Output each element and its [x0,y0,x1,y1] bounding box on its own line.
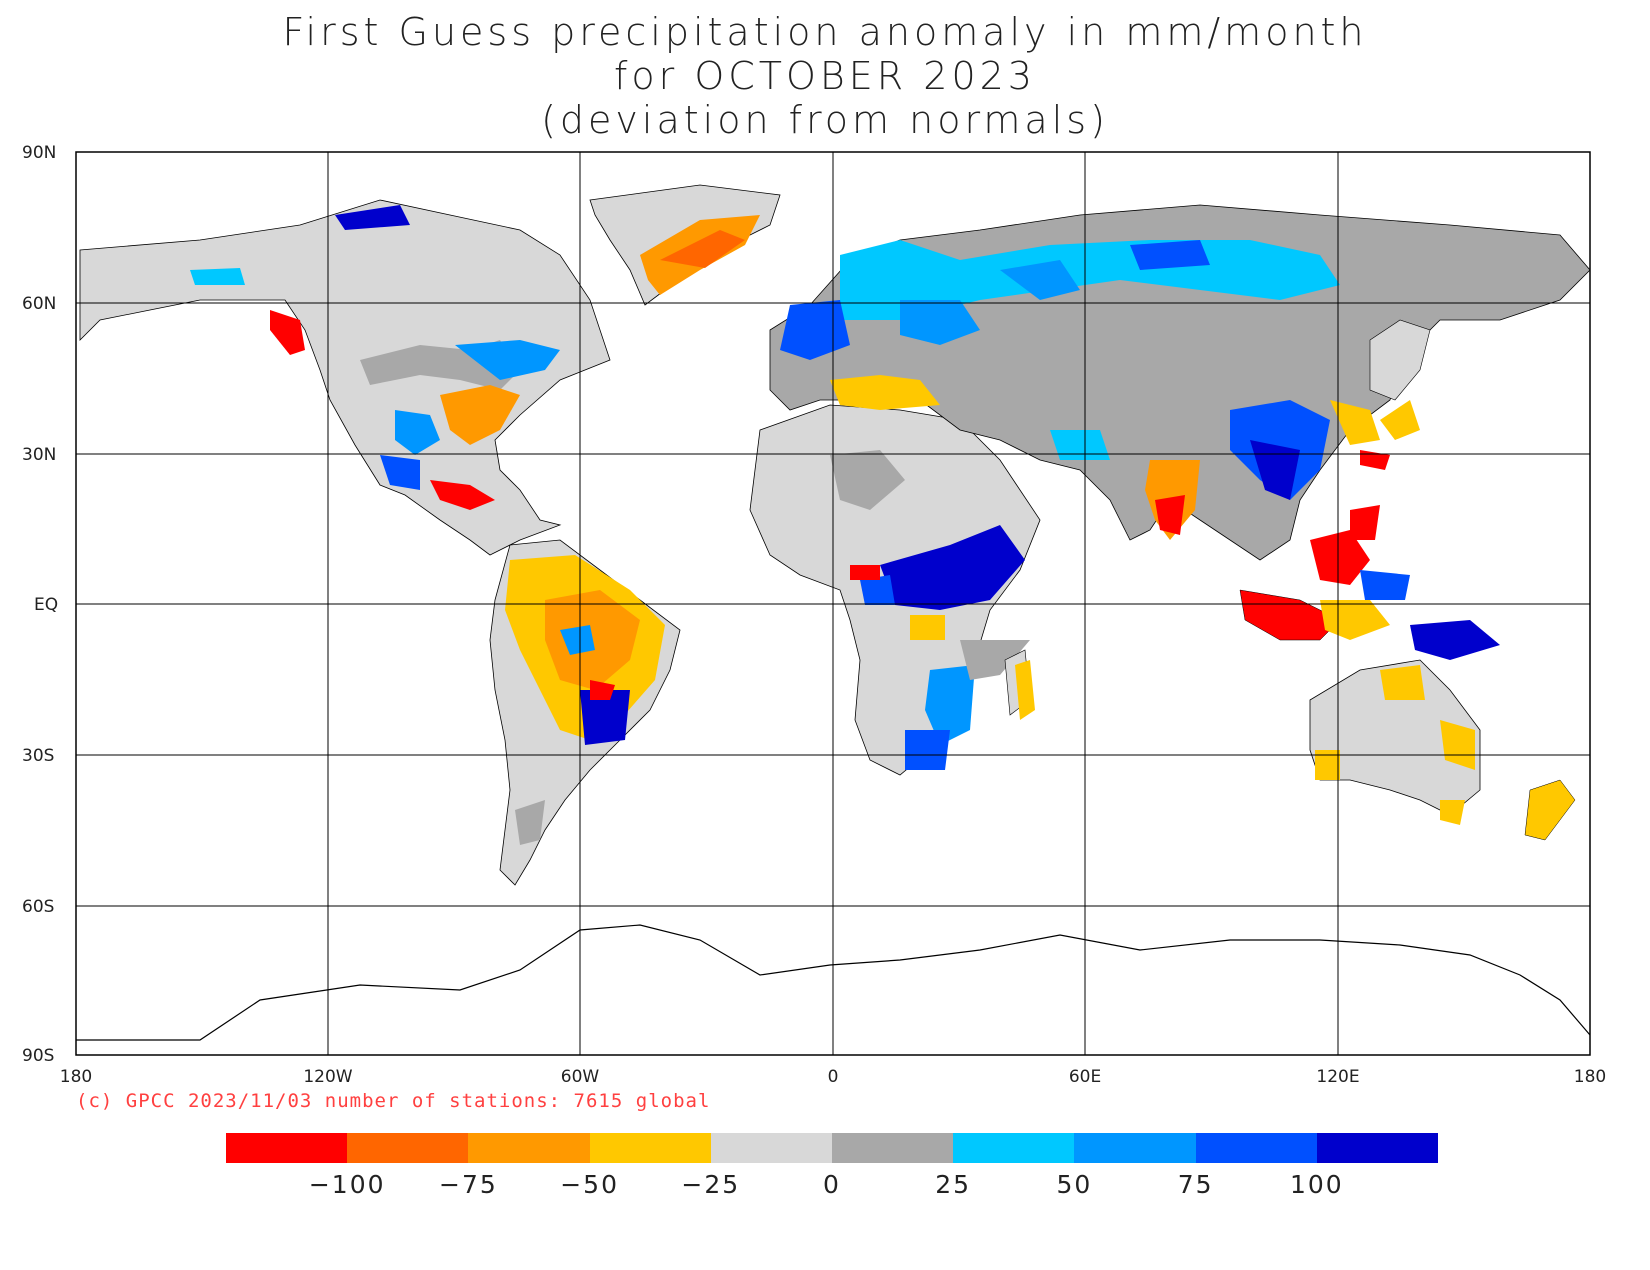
legend-swatch [226,1133,348,1163]
map-title-line-3: (deviation from normals) [541,98,1109,142]
map-title-line-2: for OCTOBER 2023 [614,54,1036,98]
legend-tick-label: −100 [308,1170,386,1199]
lon-label: 0 [828,1067,839,1087]
legend-swatch [953,1133,1075,1163]
legend-tick-label: −75 [439,1170,498,1199]
lat-label: 60S [22,897,54,917]
legend-swatch [468,1133,590,1163]
maritime-southeast-asia-region [1239,505,1500,660]
lon-label: 180 [60,1067,92,1087]
lat-label: 90N [22,143,56,163]
legend-tick-labels: −100 −75 −50 −25 0 25 50 75 100 [226,1170,1438,1210]
legend-tick-label: 50 [1056,1170,1093,1199]
new-zealand-region [1524,779,1576,841]
lon-label: 60W [561,1067,600,1087]
legend-swatch [347,1133,469,1163]
world-map: 90N 60N 30N EQ 30S 60S 90S 180 120W 60W … [22,143,1606,1087]
map-title-line-1: First Guess precipitation anomaly in mm/… [282,10,1368,54]
antarctica-outline [76,924,1591,1041]
credit-text: (c) GPCC 2023/11/03 number of stations: … [76,1090,711,1112]
lon-label: 60E [1069,1067,1101,1087]
lon-label: 120W [303,1067,352,1087]
longitude-labels: 180 120W 60W 0 60E 120E 180 [60,1067,1606,1087]
legend-swatch [1316,1133,1439,1163]
australia-region [1309,659,1481,825]
legend-swatch [710,1133,833,1163]
lat-label: 30S [22,746,54,766]
lat-label: EQ [34,595,58,615]
legend-tick-label: 100 [1289,1170,1344,1199]
color-legend [226,1133,1439,1165]
madagascar-region [1015,660,1035,720]
legend-tick-label: 75 [1177,1170,1214,1199]
latitude-labels: 90N 60N 30N EQ 30S 60S 90S [22,143,58,1066]
south-america-region [489,539,681,886]
lat-label: 30N [22,445,56,465]
lat-label: 90S [22,1046,54,1066]
grid-lines [76,152,1590,1055]
legend-tick-label: −25 [681,1170,741,1199]
legend-tick-label: 0 [823,1170,841,1199]
north-america-region [79,199,611,556]
legend-swatch [589,1133,711,1163]
legend-swatch [832,1133,954,1163]
lon-label: 180 [1574,1067,1606,1087]
lat-label: 60N [22,294,56,314]
africa-region [749,404,1041,776]
legend-swatch [1195,1133,1317,1163]
legend-tick-label: 25 [935,1170,972,1199]
greenland-region [589,184,781,306]
lon-label: 120E [1316,1067,1359,1087]
legend-swatch [1074,1133,1196,1163]
legend-tick-label: −50 [560,1170,619,1199]
